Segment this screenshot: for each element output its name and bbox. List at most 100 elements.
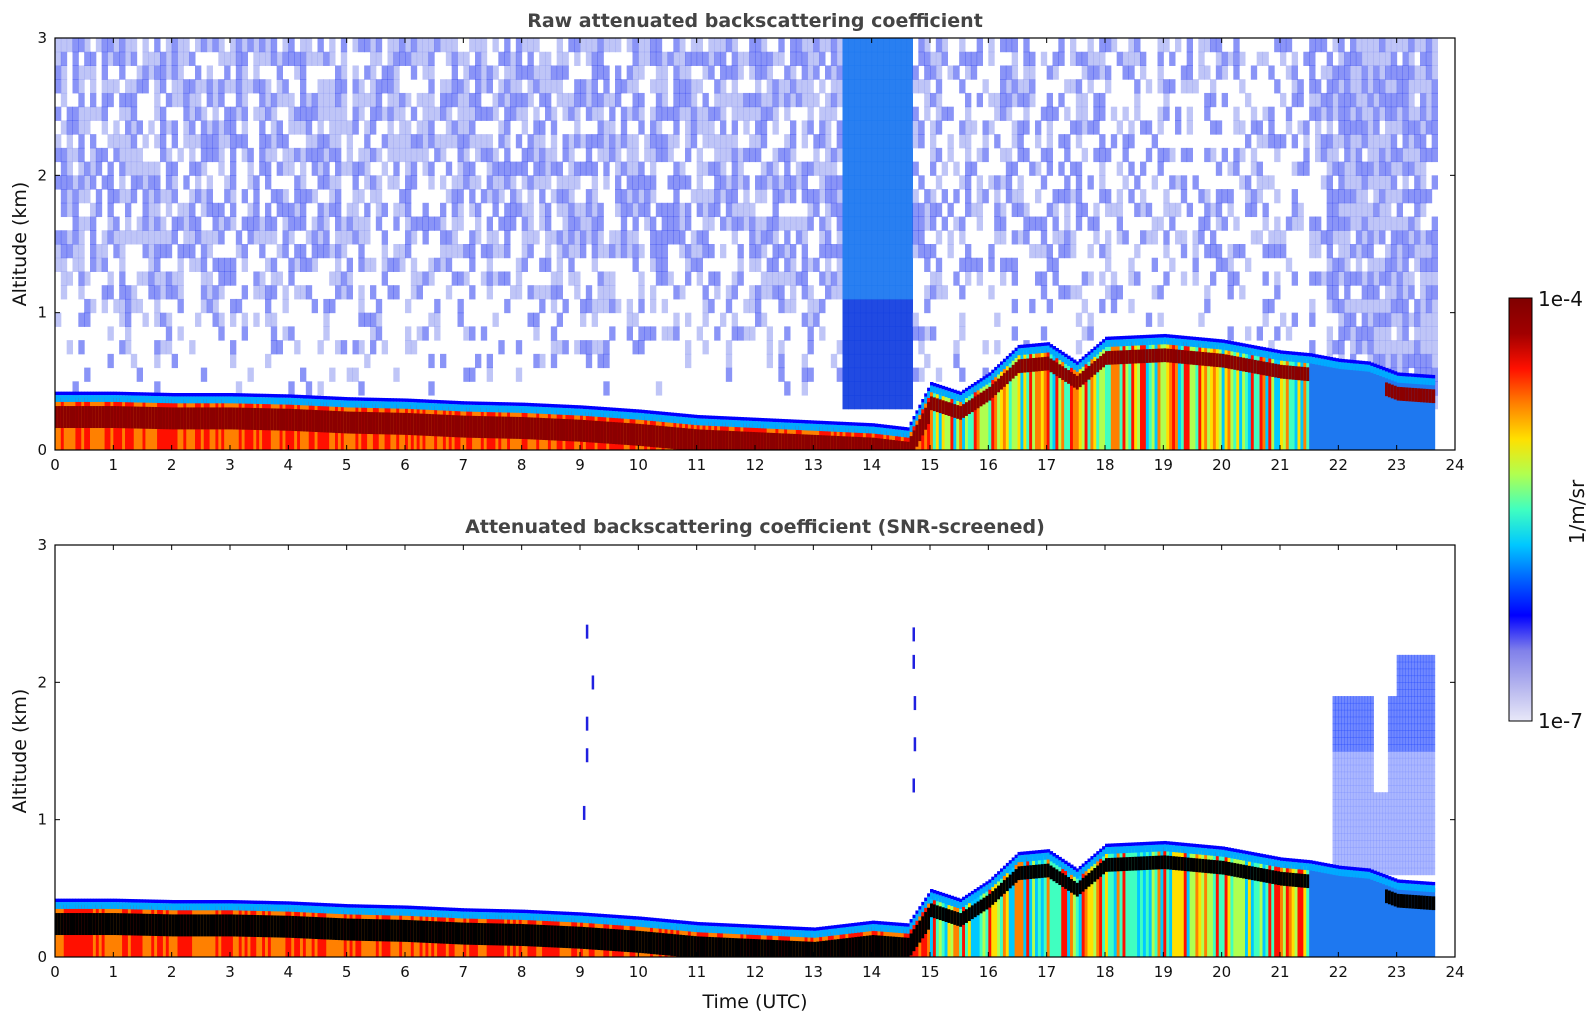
noise-cell	[1035, 244, 1042, 259]
noise-cell	[708, 134, 715, 149]
noise-cell	[1425, 106, 1433, 121]
noise-cell	[1414, 79, 1421, 94]
bl-core	[320, 410, 324, 433]
bl-edge	[1201, 340, 1205, 348]
noise-cell	[597, 230, 604, 245]
noise-cell	[1070, 161, 1077, 176]
noise-cell	[1227, 189, 1234, 204]
noise-cell	[1431, 51, 1438, 66]
bl-core	[1061, 366, 1065, 380]
noise-cell	[860, 161, 867, 176]
noise-cell	[55, 230, 62, 245]
noise-cell	[860, 271, 867, 286]
noise-cell	[1291, 51, 1298, 66]
noise-cell	[1268, 244, 1275, 259]
noise-cell	[970, 65, 978, 80]
noise-cell	[1390, 175, 1398, 190]
noise-cell	[1192, 257, 1199, 272]
noise-cell	[819, 38, 826, 53]
noise-cell	[60, 147, 68, 163]
noise-cell	[568, 161, 575, 176]
noise-cell	[60, 202, 68, 218]
noise-cell	[865, 216, 873, 231]
bl-core	[215, 407, 219, 430]
noise-cell	[906, 92, 913, 108]
noise-cell	[1122, 230, 1129, 245]
noise-cell	[585, 340, 593, 355]
bl-edge	[437, 403, 441, 411]
noise-cell	[1390, 271, 1398, 286]
noise-cell	[475, 216, 482, 231]
noise-cell	[1402, 298, 1409, 314]
noise-cell	[247, 147, 254, 163]
bl-edge-outer	[110, 391, 114, 396]
noise-cell	[428, 161, 435, 176]
noise-cell	[842, 106, 849, 121]
bl-core	[60, 406, 65, 429]
noise-cell	[416, 38, 423, 53]
noise-cell	[72, 175, 79, 190]
bl-column	[1122, 342, 1127, 450]
noise-cell	[440, 202, 447, 218]
bl-edge-outer	[142, 392, 147, 396]
noise-cell	[865, 298, 873, 314]
noise-cell	[1431, 106, 1438, 121]
noise-cell	[1169, 51, 1176, 66]
noise-cell	[994, 175, 1001, 190]
bl-edge	[218, 396, 222, 404]
noise-cell	[195, 161, 202, 176]
noise-cell	[1180, 244, 1188, 259]
noise-cell	[510, 175, 517, 190]
bl-core	[839, 436, 844, 450]
noise-cell	[603, 161, 610, 176]
noise-cell	[585, 353, 593, 369]
noise-cell	[480, 244, 488, 259]
noise-cell	[66, 38, 73, 53]
noise-cell	[574, 106, 581, 121]
noise-cell	[515, 257, 523, 272]
bl-edge	[200, 396, 205, 404]
noise-cell	[224, 120, 231, 135]
noise-cell	[743, 189, 750, 204]
bl-edge-outer	[1002, 358, 1007, 363]
noise-cell	[900, 381, 908, 396]
noise-cell	[1075, 175, 1083, 190]
noise-cell	[1338, 106, 1345, 121]
noise-cell	[749, 326, 756, 341]
noise-cell	[189, 257, 196, 272]
noise-cell	[253, 189, 260, 204]
bl-core	[830, 435, 835, 450]
noise-cell	[1355, 216, 1363, 231]
noise-cell	[900, 202, 908, 218]
noise-cell	[1350, 51, 1357, 66]
noise-cell	[801, 38, 808, 53]
bl-edge-outer	[1116, 336, 1121, 340]
bl-edge-outer	[909, 421, 914, 426]
bl-core	[288, 408, 292, 431]
noise-cell	[568, 92, 575, 108]
noise-cell	[329, 79, 336, 94]
bl-edge-outer	[512, 402, 517, 406]
bl-edge-outer	[547, 403, 552, 408]
noise-cell	[731, 38, 738, 53]
bl-edge-outer	[340, 396, 345, 401]
noise-cell	[1268, 106, 1275, 121]
noise-cell	[259, 147, 266, 163]
noise-cell	[1157, 65, 1164, 80]
noise-cell	[661, 216, 668, 231]
noise-cell	[889, 326, 896, 341]
noise-cell	[527, 230, 534, 245]
noise-cell	[539, 353, 546, 369]
noise-cell	[463, 106, 470, 121]
noise-cell	[323, 326, 330, 341]
noise-cell	[731, 147, 738, 163]
noise-cell	[597, 120, 604, 135]
noise-cell	[965, 134, 972, 149]
noise-cell	[941, 285, 948, 300]
bl-edge-outer	[833, 421, 838, 425]
noise-cell	[1227, 161, 1234, 176]
noise-cell	[889, 381, 896, 396]
noise-cell	[556, 230, 563, 245]
noise-cell	[737, 244, 744, 259]
noise-cell	[994, 202, 1001, 218]
